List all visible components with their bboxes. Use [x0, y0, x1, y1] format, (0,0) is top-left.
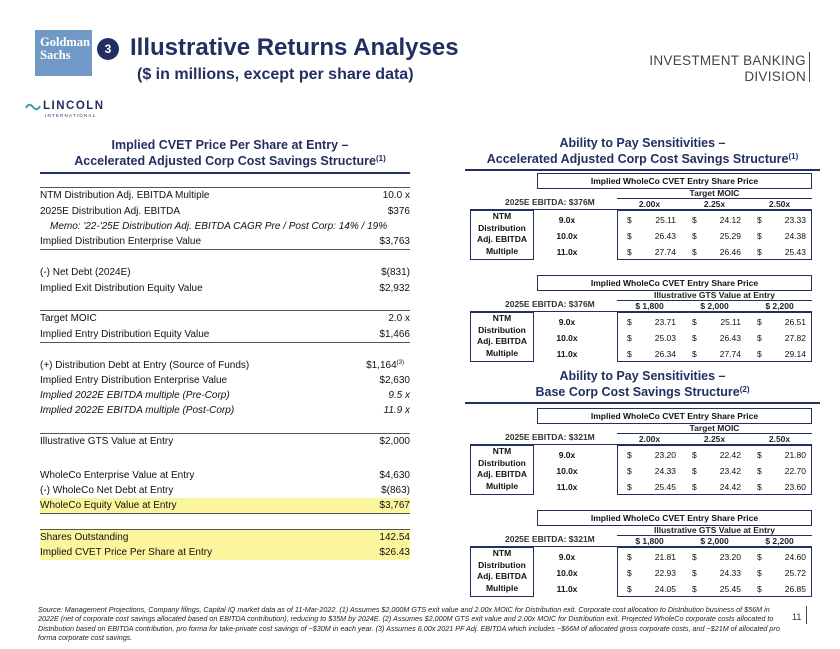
column-group-title: Target MOIC: [617, 424, 812, 434]
table-row-highlight: Implied CVET Price Per Share at Entry $26…: [40, 545, 410, 560]
table-row: Implied Exit Distribution Equity Value $2…: [40, 283, 410, 294]
lincoln-wave-icon: [25, 103, 41, 111]
sensitivity-table: Implied WholeCo CVET Entry Share Price 20…: [465, 173, 820, 265]
page-number: 11: [792, 612, 802, 622]
column-header: 2.00x: [638, 434, 661, 444]
right-heading-rule: [465, 169, 820, 171]
column-header: 2.00x: [638, 199, 661, 209]
column-group-title: Target MOIC: [617, 189, 812, 199]
side-label-box: NTM Distribution Adj. EBITDA Multiple: [470, 547, 534, 597]
header-rule: [470, 546, 812, 547]
left-heading-rule: [40, 172, 410, 174]
row-separator: [40, 187, 410, 188]
sensitivity-table: Implied WholeCo CVET Entry Share Price 20…: [465, 275, 820, 367]
multiple-label: 10.0x: [556, 333, 578, 343]
multiple-label: 9.0x: [558, 450, 576, 460]
multiple-label: 11.0x: [556, 247, 578, 257]
table-row: Implied Entry Distribution Equity Value $…: [40, 329, 410, 340]
row-separator: [40, 513, 410, 514]
sensitivity-table: Implied WholeCo CVET Entry Share Price 20…: [465, 408, 820, 500]
page-title: Illustrative Returns Analyses: [130, 34, 459, 61]
sensitivity-table: Implied WholeCo CVET Entry Share Price 20…: [465, 510, 820, 602]
table-row: NTM Distribution Adj. EBITDA Multiple 10.…: [40, 190, 410, 201]
table-banner: Implied WholeCo CVET Entry Share Price: [537, 408, 812, 424]
value-grid: [617, 312, 812, 362]
goldman-sachs-logo: Goldman Sachs: [35, 30, 92, 76]
side-label-box: NTM Distribution Adj. EBITDA Multiple: [470, 445, 534, 495]
table-row: Illustrative GTS Value at Entry $2,000: [40, 436, 410, 447]
column-header: $ 2,200: [765, 536, 794, 546]
table-banner: Implied WholeCo CVET Entry Share Price: [537, 510, 812, 526]
column-header: $ 1,800: [635, 536, 664, 546]
ebitda-label: 2025E EBITDA: $321M: [505, 432, 595, 442]
row-separator: [40, 529, 410, 530]
table-row: 2025E Distribution Adj. EBITDA $376: [40, 206, 410, 217]
column-header: $ 2,000: [700, 536, 729, 546]
table-row: Implied Entry Distribution Enterprise Va…: [40, 375, 410, 386]
page-subtitle: ($ in millions, except per share data): [137, 66, 414, 83]
division-label: INVESTMENT BANKING DIVISION: [649, 53, 806, 84]
table-row-highlight: WholeCo Equity Value at Entry $3,767: [40, 498, 410, 513]
table-row-memo: Memo: '22-'25E Distribution Adj. EBITDA …: [50, 221, 388, 232]
table-banner: Implied WholeCo CVET Entry Share Price: [537, 173, 812, 189]
ebitda-label: 2025E EBITDA: $376M: [505, 197, 595, 207]
multiple-label: 11.0x: [556, 482, 578, 492]
division-divider: [809, 52, 810, 82]
section-number-badge: 3: [97, 38, 119, 60]
multiple-label: 9.0x: [558, 317, 576, 327]
table-row: Implied 2022E EBITDA multiple (Pre-Corp)…: [40, 390, 410, 401]
header-rule: [470, 311, 812, 312]
table-row: (-) WholeCo Net Debt at Entry $(863): [40, 485, 410, 496]
row-separator: [40, 342, 410, 343]
table-row: (-) Net Debt (2024E) $(831): [40, 267, 410, 278]
right-heading-rule: [465, 402, 820, 404]
table-banner: Implied WholeCo CVET Entry Share Price: [537, 275, 812, 291]
table-row: Implied Distribution Enterprise Value $3,…: [40, 236, 410, 247]
value-grid: [617, 210, 812, 260]
multiple-label: 10.0x: [556, 231, 578, 241]
table-row: WholeCo Enterprise Value at Entry $4,630: [40, 470, 410, 481]
value-grid: [617, 547, 812, 597]
column-header: 2.25x: [703, 434, 726, 444]
multiple-label: 11.0x: [556, 349, 578, 359]
row-separator: [40, 433, 410, 434]
side-label-box: NTM Distribution Adj. EBITDA Multiple: [470, 210, 534, 260]
side-label-box: NTM Distribution Adj. EBITDA Multiple: [470, 312, 534, 362]
column-header: 2.50x: [768, 434, 791, 444]
sensitivity-heading-accelerated: Ability to Pay Sensitivities – Accelerat…: [486, 136, 799, 166]
sensitivity-heading-base: Ability to Pay Sensitivities – Base Corp…: [535, 369, 750, 399]
column-group-title: Illustrative GTS Value at Entry: [617, 526, 812, 536]
header-rule: [470, 209, 812, 210]
column-group-title: Illustrative GTS Value at Entry: [617, 291, 812, 301]
multiple-label: 10.0x: [556, 466, 578, 476]
table-row: Target MOIC 2.0 x: [40, 313, 410, 324]
column-header: $ 2,200: [765, 301, 794, 311]
value-grid: [617, 445, 812, 495]
page-number-divider: [806, 606, 807, 624]
column-header: $ 1,800: [635, 301, 664, 311]
multiple-label: 10.0x: [556, 568, 578, 578]
table-row-highlight: Shares Outstanding 142.54: [40, 530, 410, 545]
column-header: $ 2,000: [700, 301, 729, 311]
multiple-label: 11.0x: [556, 584, 578, 594]
table-row: (+) Distribution Debt at Entry (Source o…: [40, 360, 404, 371]
table-row: Implied 2022E EBITDA multiple (Post-Corp…: [40, 405, 410, 416]
multiple-label: 9.0x: [558, 215, 576, 225]
source-footnote: Source: Management Projections, Company …: [38, 605, 780, 643]
header-rule: [470, 444, 812, 445]
column-header: 2.50x: [768, 199, 791, 209]
row-separator: [40, 310, 410, 311]
column-header: 2.25x: [703, 199, 726, 209]
ebitda-label: 2025E EBITDA: $376M: [505, 299, 595, 309]
multiple-label: 9.0x: [558, 552, 576, 562]
row-separator: [40, 249, 410, 250]
ebitda-label: 2025E EBITDA: $321M: [505, 534, 595, 544]
left-section-heading: Implied CVET Price Per Share at Entry – …: [74, 138, 386, 168]
